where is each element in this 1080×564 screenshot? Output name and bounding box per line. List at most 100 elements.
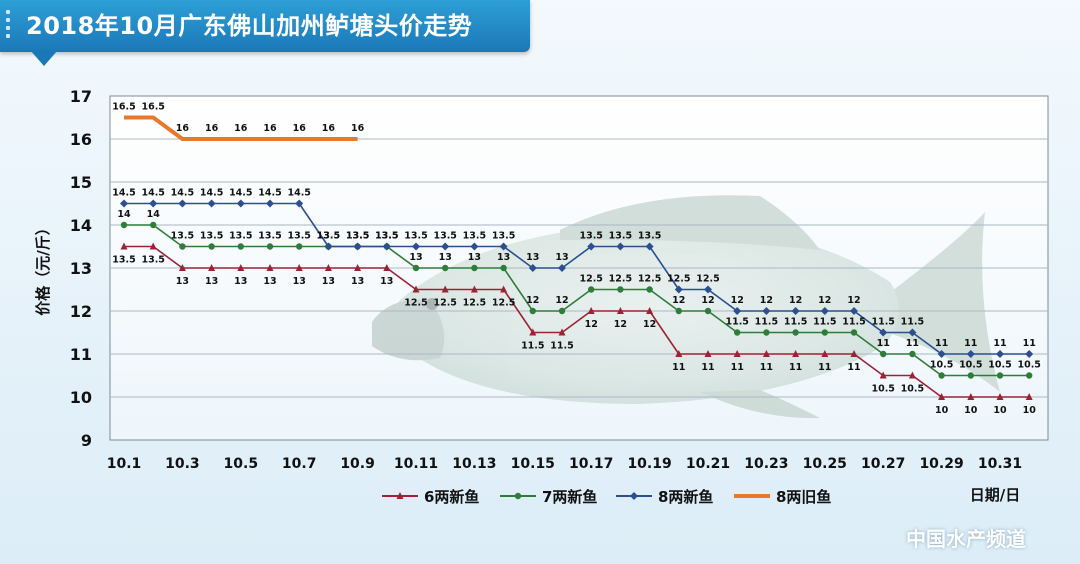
data-label: 11.5	[871, 317, 894, 328]
data-label: 14	[147, 209, 161, 220]
data-point	[821, 350, 829, 357]
page-title: 2018年10月广东佛山加州鲈塘头价走势	[26, 12, 473, 40]
x-tick-label: 10.27	[861, 456, 905, 472]
data-point	[821, 329, 828, 336]
data-point	[996, 393, 1004, 400]
data-point	[675, 350, 683, 357]
data-label: 16.5	[141, 102, 164, 113]
data-point	[587, 307, 595, 314]
data-point	[938, 393, 946, 400]
y-tick-label: 9	[81, 431, 92, 450]
data-label: 13	[322, 276, 335, 287]
data-label: 11	[789, 362, 802, 373]
data-point	[120, 199, 128, 208]
data-point	[938, 372, 945, 379]
data-point	[792, 329, 799, 336]
data-point	[236, 199, 245, 208]
data-point	[908, 371, 916, 379]
data-label: 13.5	[287, 231, 310, 242]
data-label: 12	[585, 319, 598, 330]
data-label: 16	[263, 123, 277, 134]
data-label: 13.5	[229, 231, 252, 242]
data-label: 11.5	[813, 317, 836, 328]
data-point	[763, 329, 770, 336]
data-label: 12	[672, 295, 685, 306]
data-label: 13.5	[258, 231, 281, 242]
data-label: 13	[176, 276, 189, 287]
data-label: 11	[964, 338, 977, 349]
x-tick-label: 10.17	[569, 456, 613, 472]
watermark-brand: 中国水产频道	[906, 527, 1026, 551]
data-label: 11	[818, 362, 831, 373]
data-point	[207, 199, 216, 208]
data-point	[499, 242, 508, 251]
legend-label: 8两旧鱼	[776, 488, 831, 506]
gridlines	[110, 138, 1048, 398]
data-label: 13.5	[638, 231, 661, 242]
data-point	[295, 264, 303, 271]
data-point	[967, 393, 975, 400]
data-label: 13	[468, 252, 481, 263]
data-point	[266, 199, 274, 208]
data-label: 11	[877, 338, 890, 349]
data-point	[909, 350, 916, 358]
data-point	[500, 264, 507, 272]
data-point	[558, 307, 566, 315]
y-tick-label: 15	[70, 173, 92, 192]
data-label: 11.5	[550, 341, 573, 352]
series-line-0	[124, 245, 1030, 398]
data-point	[792, 350, 800, 357]
legend-marker	[396, 492, 404, 499]
data-label: 13	[234, 276, 247, 287]
data-label: 10.5	[930, 360, 953, 371]
data-label: 12.5	[667, 274, 690, 285]
data-point	[179, 243, 186, 250]
data-point	[382, 242, 391, 251]
data-label: 10	[964, 405, 978, 416]
data-label: 14.5	[258, 188, 281, 199]
data-label: 13.5	[375, 231, 398, 242]
data-point	[353, 242, 362, 251]
data-point	[528, 264, 537, 272]
data-point	[1025, 393, 1033, 400]
data-point	[616, 307, 624, 314]
data-point	[675, 307, 682, 315]
data-label: 13	[351, 276, 364, 287]
data-label: 13.5	[375, 231, 398, 242]
data-point	[674, 285, 683, 294]
data-label: 10.5	[959, 360, 982, 371]
data-point	[733, 307, 742, 315]
legend-label: 7两新鱼	[542, 488, 597, 506]
data-label: 13.5	[112, 255, 135, 266]
data-label: 13.5	[346, 231, 369, 242]
data-label: 12	[526, 295, 539, 306]
data-label: 13.5	[171, 231, 194, 242]
y-tick-label: 17	[70, 87, 92, 106]
data-label: 14.5	[141, 188, 164, 199]
data-label: 11	[672, 362, 685, 373]
x-tick-label: 10.21	[686, 456, 730, 472]
series-line-2	[124, 202, 1030, 355]
x-tick-label: 10.7	[282, 456, 317, 472]
data-label: 12	[818, 295, 831, 306]
data-label: 12	[789, 295, 802, 306]
data-point	[645, 242, 654, 251]
data-point	[996, 372, 1004, 379]
data-point	[966, 350, 975, 358]
data-point	[762, 307, 771, 315]
data-label: 11.5	[784, 317, 807, 328]
data-label: 12.5	[404, 298, 427, 309]
data-label: 14	[117, 209, 131, 220]
data-point	[441, 285, 449, 293]
data-label: 13.5	[609, 231, 632, 242]
data-point	[471, 264, 478, 272]
data-point	[149, 199, 158, 208]
data-point	[820, 307, 829, 315]
data-label: 12.5	[463, 298, 486, 309]
data-label: 13	[497, 252, 510, 263]
data-label: 16	[322, 123, 336, 134]
data-point	[879, 371, 887, 379]
data-point	[588, 286, 595, 293]
data-label: 14.5	[171, 188, 194, 199]
